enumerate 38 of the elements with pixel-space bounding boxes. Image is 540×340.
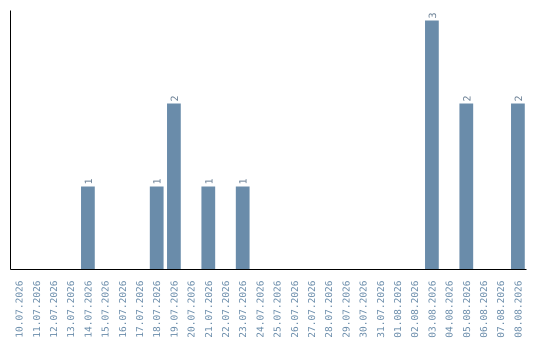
x-tick-label: 17.07.2026 bbox=[135, 280, 146, 338]
x-tick-label: 31.07.2026 bbox=[376, 280, 387, 338]
data-label: 2 bbox=[462, 95, 474, 102]
data-label: 2 bbox=[170, 95, 181, 102]
x-tick-label: 11.07.2026 bbox=[32, 280, 43, 338]
x-tick-label: 27.07.2026 bbox=[307, 280, 318, 338]
x-tick-label: 12.07.2026 bbox=[49, 280, 60, 338]
data-label: 1 bbox=[204, 178, 216, 184]
x-tick-label: 30.07.2026 bbox=[358, 280, 370, 338]
x-tick-label: 04.08.2026 bbox=[444, 280, 456, 338]
x-tick-label: 07.08.2026 bbox=[496, 280, 508, 338]
x-tick-label: 10.07.2026 bbox=[14, 280, 26, 338]
data-label: 1 bbox=[238, 178, 250, 184]
x-tick-label: 03.08.2026 bbox=[427, 280, 438, 338]
data-label: 3 bbox=[428, 12, 439, 18]
x-tick-label: 22.07.2026 bbox=[221, 280, 232, 338]
x-tick-label: 24.07.2026 bbox=[255, 280, 266, 338]
x-tick-label: 15.07.2026 bbox=[100, 280, 112, 338]
x-tick-label: 06.08.2026 bbox=[479, 280, 490, 338]
x-tick-label: 02.08.2026 bbox=[410, 280, 422, 338]
x-tick-label: 14.07.2026 bbox=[83, 280, 94, 338]
x-tick-label: 20.07.2026 bbox=[186, 280, 198, 338]
x-tick-label: 26.07.2026 bbox=[290, 280, 301, 338]
x-tick-label: 23.07.2026 bbox=[238, 280, 250, 338]
x-tick-label: 16.07.2026 bbox=[118, 280, 129, 338]
x-tick-label: 21.07.2026 bbox=[204, 280, 215, 338]
x-tick-label: 18.07.2026 bbox=[152, 280, 164, 338]
x-tick-label: 05.08.2026 bbox=[462, 280, 473, 338]
x-tick-label: 29.07.2026 bbox=[341, 280, 352, 338]
x-tick-label: 28.07.2026 bbox=[324, 280, 336, 338]
x-tick-label: 19.07.2026 bbox=[169, 280, 180, 338]
x-tick-label: 01.08.2026 bbox=[393, 280, 404, 338]
data-label: 1 bbox=[84, 178, 95, 184]
data-label: 1 bbox=[152, 178, 164, 184]
x-tick-label: 25.07.2026 bbox=[272, 280, 284, 338]
data-label: 2 bbox=[514, 95, 525, 102]
x-tick-label: 13.07.2026 bbox=[66, 280, 78, 338]
x-tick-label: 08.08.2026 bbox=[513, 280, 524, 338]
